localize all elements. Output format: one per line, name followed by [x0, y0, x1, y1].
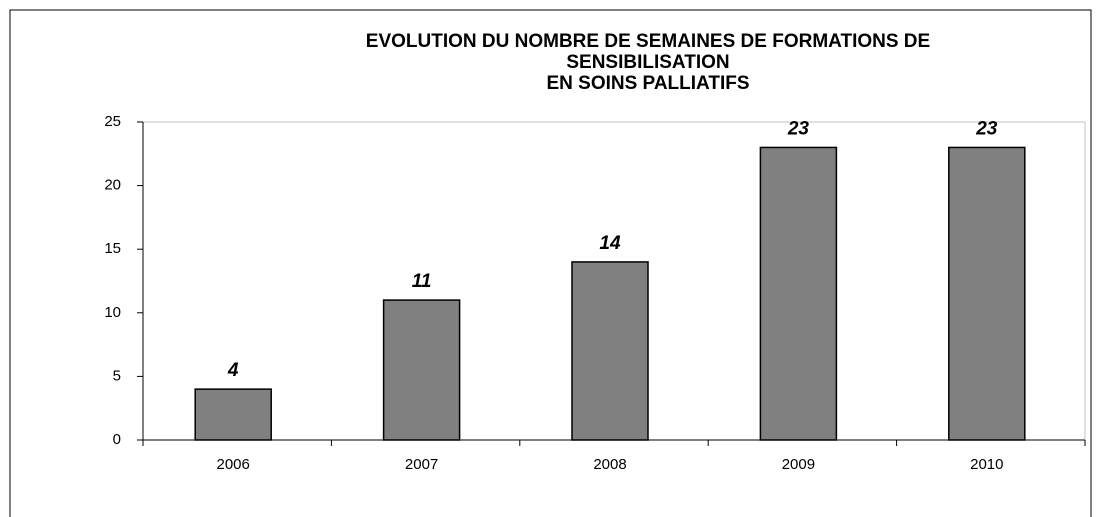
y-tick-label: 5 [113, 367, 121, 384]
data-label: 4 [227, 360, 239, 381]
x-tick-label: 2009 [782, 456, 815, 473]
data-label: 23 [787, 118, 810, 139]
chart-title: SENSIBILISATION [566, 52, 729, 73]
bar [382, 299, 461, 441]
y-tick-label: 20 [104, 177, 121, 194]
data-label: 11 [412, 271, 432, 292]
x-tick-label: 2006 [217, 456, 250, 473]
y-tick-label: 10 [104, 304, 121, 321]
chart-title: EN SOINS PALLIATIFS [546, 73, 749, 94]
bar [948, 146, 1026, 441]
x-tick-label: 2010 [970, 456, 1003, 473]
data-label: 14 [599, 233, 621, 254]
x-tick-label: 2008 [593, 456, 626, 473]
bar [571, 261, 649, 441]
bar [194, 388, 272, 441]
x-tick-label: 2007 [405, 456, 438, 473]
data-label: 23 [975, 118, 998, 139]
y-tick-label: 25 [104, 113, 121, 130]
chart-title: EVOLUTION DU NOMBRE DE SEMAINES DE FORMA… [366, 31, 930, 52]
bar [759, 146, 838, 441]
y-tick-label: 0 [113, 431, 121, 448]
y-tick-label: 15 [104, 240, 121, 257]
chart-frame [9, 9, 1092, 517]
